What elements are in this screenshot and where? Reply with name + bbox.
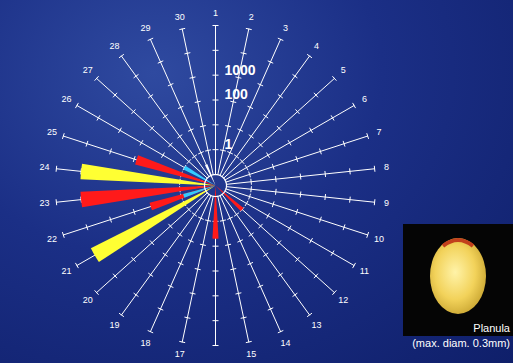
svg-text:26: 26	[62, 94, 72, 104]
svg-text:1: 1	[213, 8, 218, 18]
svg-text:8: 8	[384, 162, 389, 172]
svg-text:25: 25	[47, 127, 57, 137]
html-text:Planula: Planula	[473, 322, 510, 334]
svg-text:30: 30	[175, 12, 185, 22]
svg-text:11: 11	[360, 266, 369, 276]
svg-text:28: 28	[109, 41, 119, 51]
svg-text:9: 9	[384, 198, 389, 208]
svg-text:22: 22	[47, 234, 57, 244]
svg-text:3: 3	[283, 23, 288, 33]
svg-text:12: 12	[338, 295, 348, 305]
svg-text:6: 6	[362, 94, 367, 104]
svg-text:19: 19	[109, 320, 119, 330]
svg-text:1: 1	[225, 136, 233, 152]
svg-text:4: 4	[314, 41, 319, 51]
svg-text:20: 20	[83, 295, 93, 305]
svg-text:14: 14	[280, 338, 290, 348]
svg-text:18: 18	[141, 338, 151, 348]
svg-text:21: 21	[62, 266, 72, 276]
svg-text:10: 10	[374, 234, 384, 244]
svg-text:1000: 1000	[225, 62, 256, 78]
svg-text:100: 100	[225, 86, 249, 102]
svg-text:7: 7	[377, 127, 382, 137]
svg-text:27: 27	[83, 65, 93, 75]
svg-text:17: 17	[175, 349, 185, 359]
svg-text:5: 5	[341, 65, 346, 75]
svg-text:15: 15	[246, 349, 256, 359]
svg-text:23: 23	[39, 198, 49, 208]
svg-text:29: 29	[141, 23, 151, 33]
svg-text:13: 13	[312, 320, 322, 330]
html-text:(max. diam. 0.3mm): (max. diam. 0.3mm)	[412, 337, 510, 349]
svg-text:2: 2	[249, 12, 254, 22]
svg-text:24: 24	[39, 162, 49, 172]
